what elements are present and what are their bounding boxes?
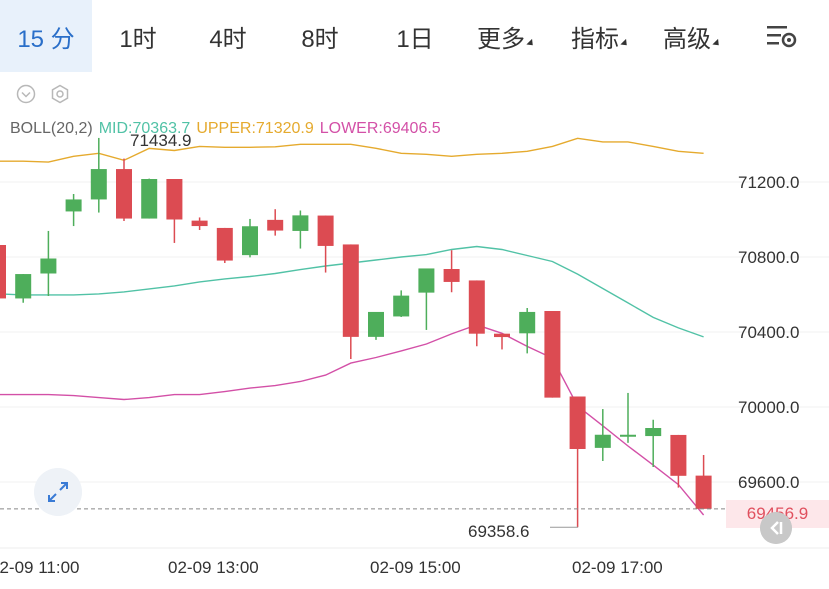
tab-indicators-dropdown[interactable]: 指标 <box>566 0 634 72</box>
low-price-label: 69358.6 <box>468 522 529 541</box>
candle-body <box>393 295 410 317</box>
candle-body <box>368 311 384 337</box>
x-tick-label: 02-09 17:00 <box>572 558 663 577</box>
timeframe-toolbar: 15 分 1时 4时 8时 1日 更多 指标 高级 <box>0 0 829 72</box>
candle-body <box>191 220 208 227</box>
candle-body <box>468 280 485 334</box>
boll-name: BOLL(20,2) <box>10 120 93 137</box>
indicator-settings-icon[interactable] <box>50 84 70 104</box>
candle-body <box>166 179 183 220</box>
candle-body <box>519 311 536 334</box>
candle-body <box>670 434 687 476</box>
candle-body <box>116 169 132 219</box>
tab-8h[interactable]: 8时 <box>301 25 339 53</box>
candle-body <box>141 179 158 219</box>
boll-upper-line <box>0 137 704 163</box>
boll-mid-value: MID:70363.7 <box>98 120 191 137</box>
candle-body <box>292 215 309 231</box>
y-tick-label: 70800.0 <box>738 248 799 267</box>
candle-body <box>620 434 636 437</box>
y-tick-label: 70400.0 <box>738 323 799 342</box>
y-tick-label: 70000.0 <box>738 398 799 417</box>
candle-body <box>317 215 334 246</box>
candle-body <box>267 219 284 231</box>
x-tick-label: 02-09 11:00 <box>0 558 79 577</box>
tab-more-dropdown[interactable]: 更多 <box>472 0 540 72</box>
scroll-to-latest-icon[interactable] <box>760 512 792 544</box>
candle-body <box>65 199 82 212</box>
tab-1d[interactable]: 1日 <box>396 25 434 53</box>
candle-body <box>544 311 561 398</box>
boll-lower-value: LOWER:69406.5 <box>319 120 441 137</box>
boll-legend: BOLL(20,2) MID:70363.7 UPPER:71320.9 LOWER:… <box>10 120 447 138</box>
x-tick-label: 02-09 15:00 <box>370 558 461 577</box>
boll-lower-line <box>0 324 705 516</box>
tab-1h[interactable]: 1时 <box>119 25 157 53</box>
candle-body <box>695 475 712 509</box>
candle-body <box>242 226 258 256</box>
tab-4h[interactable]: 4时 <box>209 25 247 53</box>
tab-15min[interactable]: 15 分 <box>0 0 92 72</box>
collapse-chevron-icon[interactable] <box>16 84 36 104</box>
y-tick-label: 69600.0 <box>738 473 799 492</box>
candle-body <box>494 333 510 338</box>
y-tick-label: 71200.0 <box>738 173 799 192</box>
candle-body <box>645 428 662 437</box>
high-price-label: 71434.9 <box>130 131 191 150</box>
tab-advanced-dropdown[interactable]: 高级 <box>658 0 726 72</box>
candle-body <box>0 245 6 299</box>
settings-gear-icon[interactable] <box>766 22 798 50</box>
candle-body <box>15 274 32 299</box>
candle-body <box>90 169 107 200</box>
candle-body <box>569 396 586 449</box>
boll-upper-value: UPPER:71320.9 <box>196 120 314 137</box>
candle-body <box>40 258 57 274</box>
candle-body <box>418 268 435 293</box>
candle-body <box>443 269 460 282</box>
candle-body <box>342 244 359 337</box>
x-tick-label: 02-09 13:00 <box>168 558 259 577</box>
candle-body <box>594 434 611 448</box>
candle-body <box>216 227 233 261</box>
expand-fullscreen-icon[interactable] <box>34 468 82 516</box>
